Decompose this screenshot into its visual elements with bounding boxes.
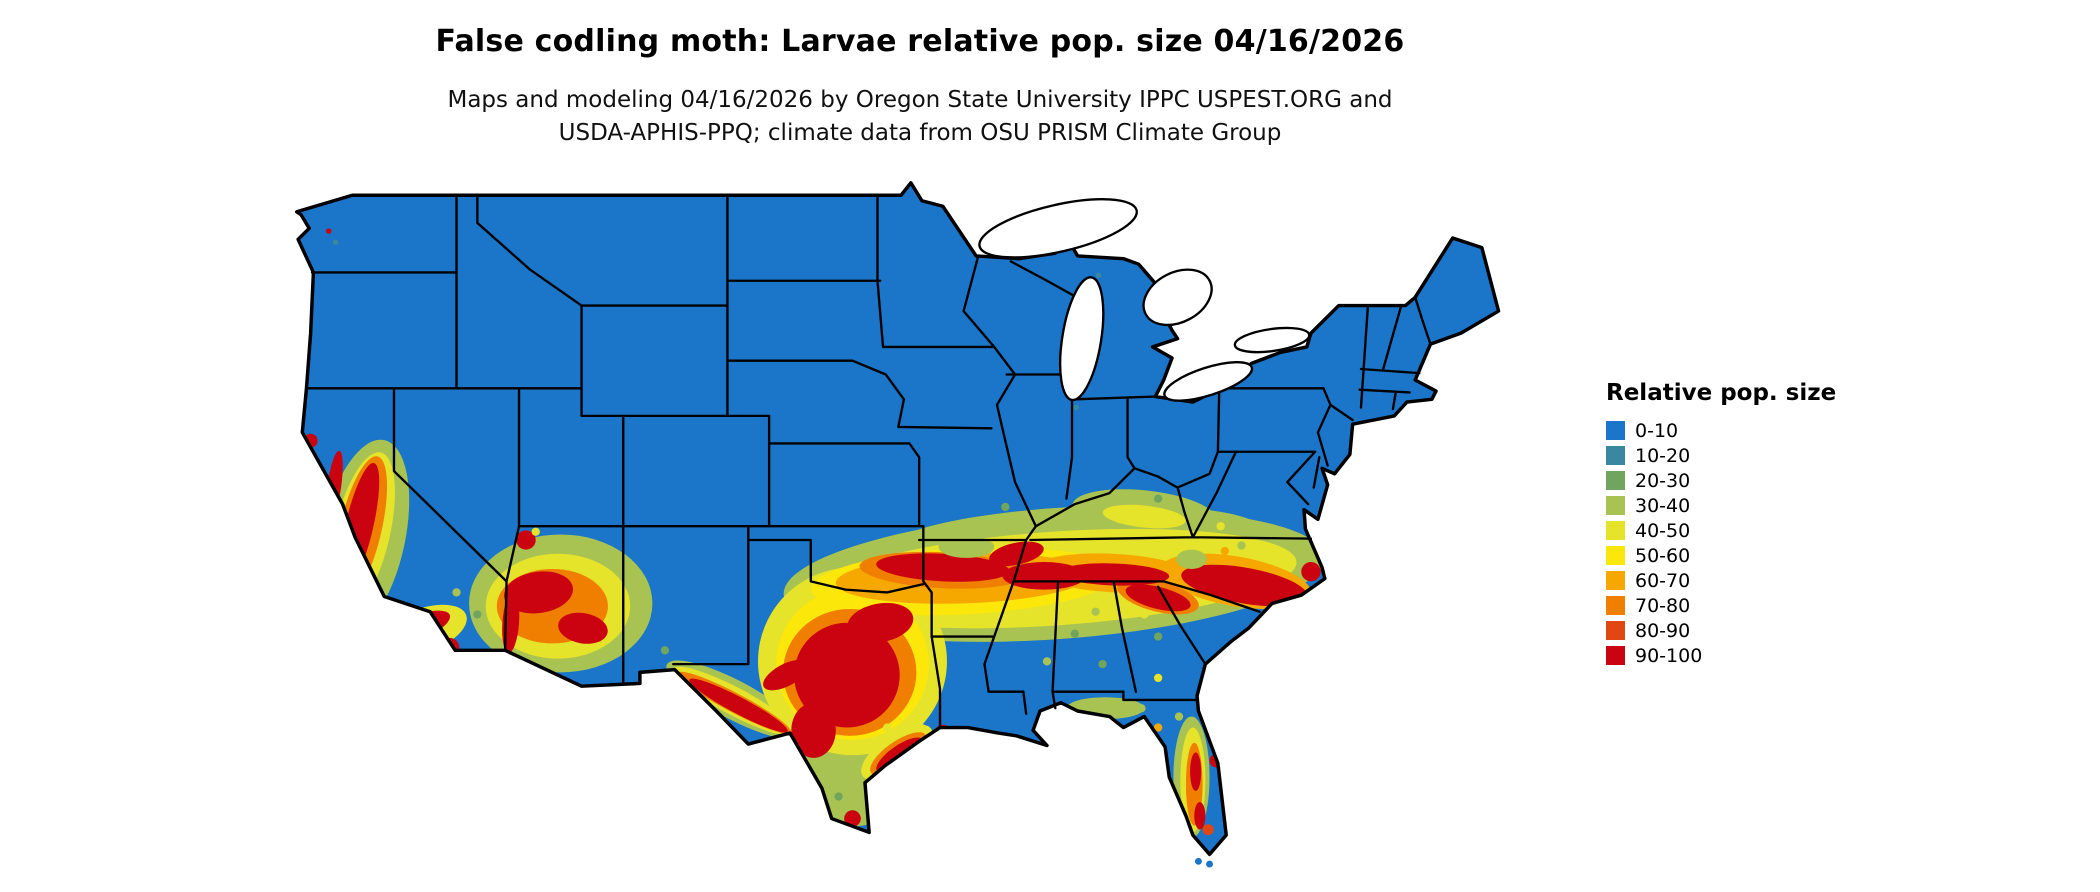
legend-label: 0-10: [1635, 419, 1679, 442]
lake-michigan: [1058, 276, 1105, 402]
legend: Relative pop. size 0-10 10-20 20-30 30-40 40…: [1606, 380, 1836, 668]
legend-item: 70-80: [1606, 593, 1836, 618]
legend-swatch: [1606, 646, 1625, 665]
subtitle-line-2: USDA-APHIS-PPQ; climate data from OSU PR…: [558, 120, 1282, 146]
speckle-dots: [325, 228, 1246, 801]
legend-label: 30-40: [1635, 494, 1691, 517]
legend-item: 30-40: [1606, 493, 1836, 518]
legend-label: 20-30: [1635, 469, 1691, 492]
lake-huron: [1142, 268, 1213, 327]
map-subtitle: Maps and modeling 04/16/2026 by Oregon S…: [0, 84, 1840, 150]
us-map-svg: [294, 181, 1501, 868]
legend-item: 0-10: [1606, 418, 1836, 443]
state-borders: [305, 194, 1432, 729]
legend-item: 60-70: [1606, 568, 1836, 593]
lake-superior: [978, 198, 1138, 259]
legend-item: 40-50: [1606, 518, 1836, 543]
legend-items: 0-10 10-20 20-30 30-40 40-50 50-60 60-70 70-80 8…: [1606, 418, 1836, 668]
legend-label: 10-20: [1635, 444, 1691, 467]
legend-swatch: [1606, 621, 1625, 640]
legend-swatch: [1606, 596, 1625, 615]
subtitle-line-1: Maps and modeling 04/16/2026 by Oregon S…: [447, 87, 1393, 113]
legend-swatch: [1606, 421, 1625, 440]
great-lakes: [978, 198, 1311, 402]
florida-keys: [1194, 857, 1214, 868]
legend-item: 20-30: [1606, 468, 1836, 493]
legend-label: 80-90: [1635, 619, 1691, 642]
legend-item: 80-90: [1606, 618, 1836, 643]
legend-item: 10-20: [1606, 443, 1836, 468]
legend-swatch: [1606, 496, 1625, 515]
legend-label: 60-70: [1635, 569, 1691, 592]
legend-label: 70-80: [1635, 594, 1691, 617]
legend-item: 90-100: [1606, 643, 1836, 668]
legend-swatch: [1606, 471, 1625, 490]
lake-ontario: [1233, 326, 1311, 354]
map-risk-layer: [303, 228, 1325, 838]
legend-item: 50-60: [1606, 543, 1836, 568]
legend-label: 90-100: [1635, 644, 1703, 667]
us-map: [262, 158, 1568, 882]
legend-title: Relative pop. size: [1606, 380, 1837, 406]
lake-erie: [1163, 361, 1254, 402]
legend-swatch: [1606, 546, 1625, 565]
legend-swatch: [1606, 571, 1625, 590]
legend-swatch: [1606, 446, 1625, 465]
map-title: False codling moth: Larvae relative pop.…: [435, 24, 1405, 59]
legend-label: 40-50: [1635, 519, 1691, 542]
legend-swatch: [1606, 521, 1625, 540]
legend-label: 50-60: [1635, 544, 1691, 567]
